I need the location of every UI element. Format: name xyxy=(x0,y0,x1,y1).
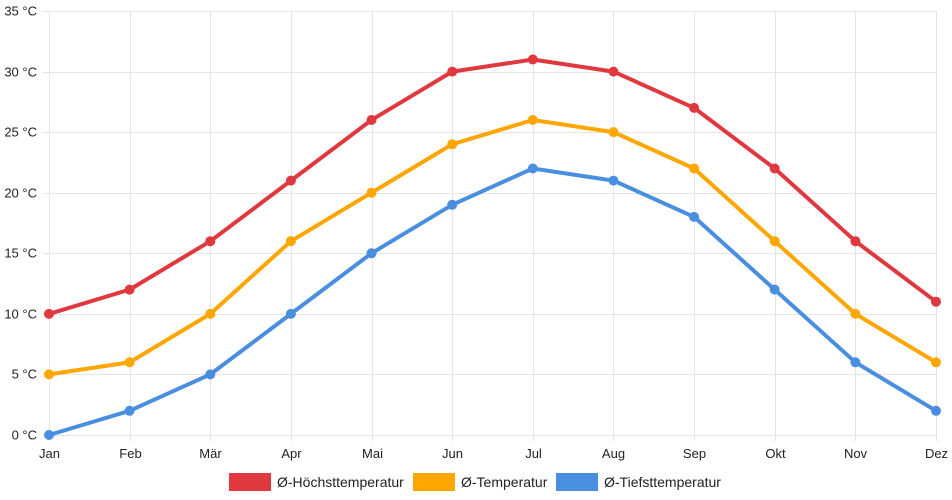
legend: Ø-Höchsttemperatur Ø-Temperatur Ø-Tiefstte… xyxy=(229,473,721,491)
legend-swatch-high xyxy=(229,473,271,491)
legend-swatch-avg xyxy=(413,473,455,491)
x-tick-label: Jan xyxy=(39,446,60,461)
axes: 0 °C 5 °C 10 °C 15 °C 20 °C 25 °C 30 °C 35 °C Ja… xyxy=(4,4,948,462)
legend-item-avg: Ø-Temperatur xyxy=(413,473,548,491)
x-tick-label: Okt xyxy=(765,446,786,461)
data-point-avg xyxy=(527,115,538,125)
data-point-high xyxy=(366,115,377,125)
series-low xyxy=(44,163,941,440)
legend-item-low: Ø-Tiefsttemperatur xyxy=(556,473,721,491)
y-tick-label: 10 °C xyxy=(4,307,37,322)
data-point-high xyxy=(44,308,54,319)
x-tick-label: Feb xyxy=(119,446,141,461)
data-point-avg xyxy=(447,139,458,150)
series-high xyxy=(44,54,941,319)
x-tick-label: Jun xyxy=(442,446,463,461)
data-point-avg xyxy=(689,163,700,174)
data-point-low xyxy=(608,175,619,186)
legend-label-avg: Ø-Temperatur xyxy=(461,474,548,490)
x-tick-label: Mär xyxy=(199,446,222,461)
data-point-high xyxy=(124,284,135,295)
data-point-high xyxy=(447,66,458,77)
data-point-high xyxy=(205,236,216,247)
y-tick-label: 0 °C xyxy=(12,428,37,443)
series-line-low xyxy=(47,166,938,437)
data-point-low xyxy=(285,308,296,319)
data-point-avg xyxy=(285,236,296,247)
series-lines xyxy=(44,54,941,440)
series-line-high xyxy=(47,57,938,316)
data-point-low xyxy=(447,199,458,210)
data-point-low xyxy=(44,430,54,440)
data-point-avg xyxy=(608,127,619,138)
legend-label-low: Ø-Tiefsttemperatur xyxy=(604,474,721,490)
data-point-high xyxy=(285,175,296,186)
data-point-low xyxy=(769,284,780,295)
data-point-avg xyxy=(769,236,780,247)
y-tick-label: 30 °C xyxy=(4,65,37,80)
data-point-low xyxy=(124,405,135,416)
legend-swatch-low xyxy=(556,473,598,491)
x-tick-label: Aug xyxy=(602,446,625,461)
data-point-high xyxy=(527,54,538,65)
data-point-low xyxy=(366,248,377,259)
data-point-high xyxy=(608,66,619,77)
y-tick-label: 35 °C xyxy=(4,4,37,19)
grid xyxy=(43,11,937,441)
data-point-low xyxy=(527,163,538,174)
x-tick-label: Apr xyxy=(281,446,302,461)
legend-label-high: Ø-Höchsttemperatur xyxy=(277,474,404,490)
data-point-low xyxy=(205,369,216,380)
data-point-high xyxy=(769,163,780,174)
x-tick-label: Sep xyxy=(683,446,706,461)
x-tick-label: Jul xyxy=(525,446,542,461)
data-point-avg xyxy=(205,308,216,319)
series-avg xyxy=(44,115,941,380)
data-point-avg xyxy=(931,357,941,368)
data-point-avg xyxy=(124,357,135,368)
data-point-high xyxy=(850,236,861,247)
series-line-avg xyxy=(47,118,938,377)
data-point-low xyxy=(931,405,941,416)
data-point-avg xyxy=(44,369,54,380)
y-tick-label: 25 °C xyxy=(4,125,37,140)
x-tick-label: Dez xyxy=(925,446,948,461)
data-point-avg xyxy=(850,308,861,319)
y-tick-label: 20 °C xyxy=(4,186,37,201)
data-point-low xyxy=(689,211,700,222)
x-tick-label: Mai xyxy=(362,446,383,461)
data-point-avg xyxy=(366,187,377,198)
x-tick-label: Nov xyxy=(844,446,868,461)
data-point-high xyxy=(689,102,700,113)
legend-item-high: Ø-Höchsttemperatur xyxy=(229,473,404,491)
y-tick-label: 5 °C xyxy=(12,367,37,382)
data-point-high xyxy=(931,296,941,307)
y-tick-label: 15 °C xyxy=(4,246,37,261)
data-point-low xyxy=(850,357,861,368)
